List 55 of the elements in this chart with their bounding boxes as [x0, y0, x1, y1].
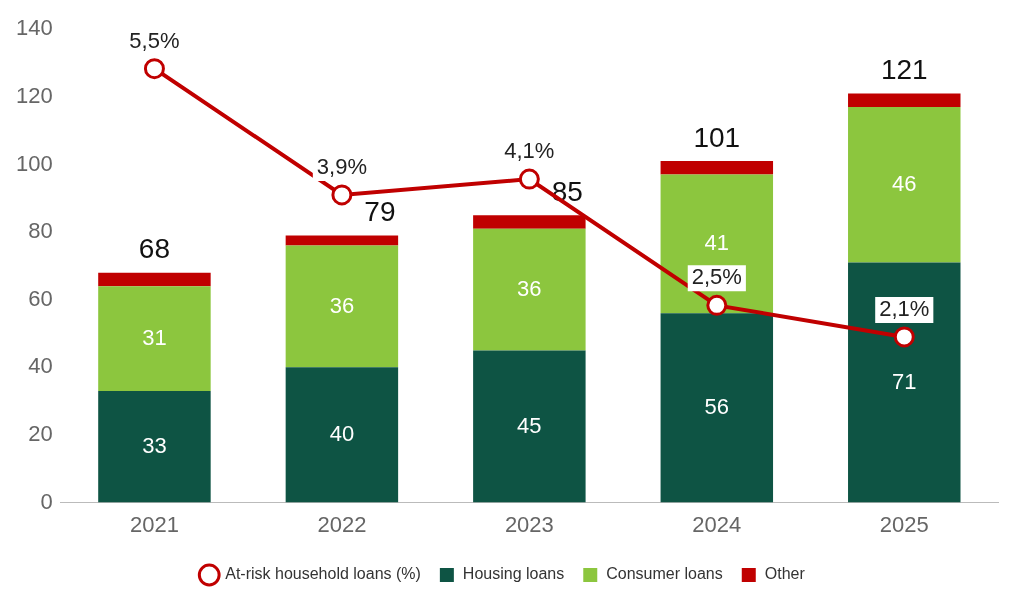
x-tick-label: 2022	[317, 511, 367, 537]
legend-label: Consumer loans	[606, 565, 723, 583]
legend-label: Housing loans	[462, 565, 565, 583]
y-tick-label: 20	[28, 421, 53, 447]
point	[706, 294, 728, 316]
bar	[473, 215, 586, 229]
data-label: 45	[517, 412, 542, 438]
bar	[285, 367, 399, 503]
total-label: 68	[138, 233, 171, 265]
data-label: 71	[892, 368, 917, 394]
point	[518, 168, 540, 190]
total-label: 79	[364, 196, 396, 228]
data-label: 2,5%	[691, 264, 742, 290]
bar	[848, 93, 961, 107]
total-label: 101	[693, 121, 741, 153]
bar	[660, 161, 774, 175]
data-label: 36	[329, 292, 355, 318]
data-label: 46	[892, 170, 917, 196]
point	[331, 184, 353, 206]
bar	[848, 106, 961, 263]
x-tick-label: 2025	[879, 511, 929, 537]
data-label: 5,5%	[129, 27, 180, 53]
data-label: 36	[517, 275, 542, 301]
y-tick-label: 140	[15, 15, 53, 41]
legend-label: Other	[764, 565, 806, 583]
y-tick-label: 40	[28, 353, 53, 379]
bar	[98, 272, 211, 287]
data-label: 3,9%	[316, 153, 367, 179]
y-tick-label: 100	[15, 150, 53, 176]
bar	[285, 245, 399, 368]
data-label: 56	[704, 393, 730, 419]
y-tick-label: 80	[28, 218, 53, 244]
bar	[285, 235, 399, 246]
bar	[848, 262, 961, 503]
data-label: 2,1%	[879, 295, 930, 321]
total-label: 121	[880, 54, 928, 86]
bar	[98, 286, 211, 392]
data-label: 33	[142, 432, 167, 458]
x-tick-label: 2023	[504, 511, 554, 537]
data-label: 31	[142, 324, 167, 350]
point	[893, 326, 915, 348]
data-label: 41	[704, 229, 730, 255]
y-tick-label: 120	[15, 82, 53, 108]
x-tick-label: 2021	[129, 511, 179, 537]
point	[143, 58, 165, 80]
legend-label: At-risk household loans (%)	[225, 565, 421, 583]
data-label: 4,1%	[504, 138, 555, 164]
y-tick-label: 0	[40, 488, 53, 514]
bar	[473, 228, 586, 351]
bar	[473, 350, 586, 503]
bar	[660, 313, 774, 503]
data-label: 40	[329, 421, 355, 447]
x-tick-label: 2024	[692, 511, 742, 537]
bar	[98, 391, 211, 503]
y-tick-label: 60	[28, 285, 53, 311]
